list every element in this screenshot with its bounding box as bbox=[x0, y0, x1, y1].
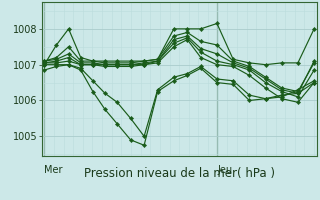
Text: Jeu: Jeu bbox=[217, 165, 232, 175]
Text: Mer: Mer bbox=[44, 165, 63, 175]
X-axis label: Pression niveau de la mer( hPa ): Pression niveau de la mer( hPa ) bbox=[84, 167, 275, 180]
